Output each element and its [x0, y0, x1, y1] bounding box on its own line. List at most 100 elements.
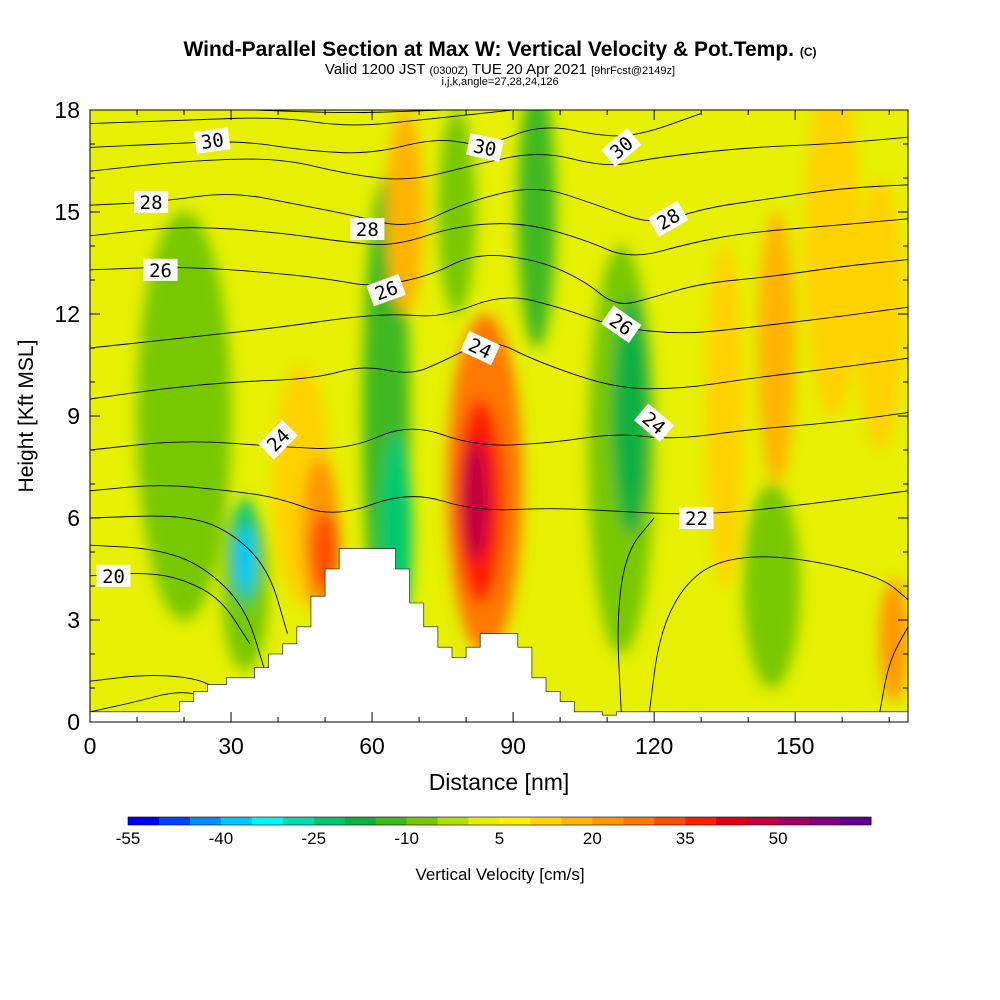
colorbar-swatch: [251, 817, 284, 825]
colorbar-swatch: [747, 817, 779, 825]
velocity-blob: [461, 439, 490, 563]
chart-subtitle: Valid 1200 JST (0300Z) TUE 20 Apr 2021 […: [324, 61, 676, 78]
colorbar-swatch: [561, 817, 593, 825]
colorbar-tick-label: 20: [583, 829, 602, 848]
colorbar-swatch: [282, 817, 315, 825]
colorbar-swatch: [406, 817, 439, 825]
contour-label-text: 28: [356, 219, 379, 241]
velocity-blob: [437, 110, 476, 314]
colorbar-swatch: [840, 817, 872, 825]
velocity-blob: [517, 110, 556, 348]
contour-label: 30: [465, 133, 504, 162]
colorbar-label: Vertical Velocity [cm/s]: [415, 865, 584, 884]
theta-contour: [90, 136, 908, 180]
velocity-blob: [879, 579, 908, 702]
chart-grid-info: i,j,k,angle=27,28,24,126: [441, 76, 559, 88]
contour-label: 28: [134, 190, 169, 214]
colorbar-swatch: [654, 817, 686, 825]
y-tick-label: 18: [54, 97, 80, 123]
colorbar-tick-label: -40: [209, 829, 234, 848]
contour-label-text: 26: [149, 260, 172, 282]
velocity-blob: [757, 212, 796, 484]
contour-label-text: 30: [471, 135, 498, 161]
contour-label-text: 20: [102, 566, 125, 588]
x-tick-label: 120: [635, 733, 673, 759]
colorbar-tick-label: 5: [495, 829, 504, 848]
colorbar-swatch: [685, 817, 717, 825]
colorbar-swatch: [530, 817, 562, 825]
y-tick-label: 12: [54, 301, 80, 327]
colorbar-tick-label: -10: [394, 829, 419, 848]
theta-contour: [90, 573, 251, 645]
x-tick-label: 90: [500, 733, 526, 759]
x-tick-label: 30: [218, 733, 244, 759]
theta-contour: [90, 675, 218, 689]
theta-contour: [617, 517, 655, 712]
theta-contour: [90, 218, 908, 256]
velocity-blob: [743, 484, 800, 688]
theta-contour: [90, 255, 908, 304]
colorbar-swatch: [313, 817, 346, 825]
contour-label-text: 30: [200, 129, 226, 154]
theta-contour: [254, 110, 443, 113]
theta-contour: [90, 485, 908, 515]
colorbar-frame: [127, 816, 872, 826]
colorbar-swatch: [189, 817, 222, 825]
colorbar-swatch: [220, 817, 253, 825]
colorbar: -55 -40 -25 -10 5 20 35 50: [116, 816, 872, 848]
colorbar-swatch: [716, 817, 748, 825]
colorbar-swatch: [778, 817, 810, 825]
colorbar-swatch: [499, 817, 531, 825]
colorbar-tick-label: 35: [676, 829, 695, 848]
theta-contour: [879, 626, 908, 712]
chart-title: Wind-Parallel Section at Max W: Vertical…: [183, 38, 817, 61]
contour-label-text: 28: [140, 192, 163, 214]
velocity-blob: [611, 297, 650, 535]
potential-temperature-contours: [90, 110, 908, 713]
y-tick-label: 0: [67, 709, 80, 735]
y-tick-label: 15: [54, 199, 80, 225]
contour-label: 28: [350, 218, 385, 241]
contour-label: 20: [96, 564, 131, 588]
colorbar-tick-label: -25: [301, 829, 326, 848]
colorbar-tick-label: 50: [769, 829, 788, 848]
colorbar-swatch: [158, 817, 191, 825]
colorbar-swatch: [592, 817, 624, 825]
contour-label: 22: [679, 507, 714, 530]
x-axis-label: Distance [nm]: [429, 769, 570, 795]
y-tick-label: 3: [67, 607, 80, 633]
colorbar-swatch: [809, 817, 841, 825]
velocity-blob: [705, 246, 744, 586]
y-tick-label: 6: [67, 505, 80, 531]
theta-contour: [90, 297, 908, 349]
colorbar-swatch: [128, 817, 160, 825]
x-tick-label: 60: [359, 733, 385, 759]
colorbar-swatch: [468, 817, 500, 825]
axes: 0 30 60 90 120 150 0 3 6 9 12 15 18: [54, 97, 908, 759]
theta-contour: [90, 692, 203, 713]
y-tick-label: 9: [67, 403, 80, 429]
velocity-blob: [856, 178, 904, 450]
colorbar-swatch: [437, 817, 470, 825]
colorbar-swatch: [623, 817, 655, 825]
velocity-blob: [235, 524, 255, 593]
contour-label: 26: [143, 258, 178, 282]
contour-label: 30: [193, 127, 231, 154]
theta-contour: [90, 184, 908, 225]
x-tick-label: 0: [84, 733, 97, 759]
theta-contour: [90, 515, 288, 634]
colorbar-swatch: [344, 817, 377, 825]
colorbar-tick-label: -55: [116, 829, 141, 848]
velocity-blob: [386, 110, 424, 314]
theta-contour: [90, 110, 514, 126]
title-unit: (C): [799, 45, 817, 59]
velocity-blob: [137, 212, 232, 620]
velocity-blob: [804, 110, 861, 416]
theta-contour: [648, 556, 908, 712]
colorbar-swatch: [375, 817, 408, 825]
contour-label-text: 22: [685, 508, 708, 530]
